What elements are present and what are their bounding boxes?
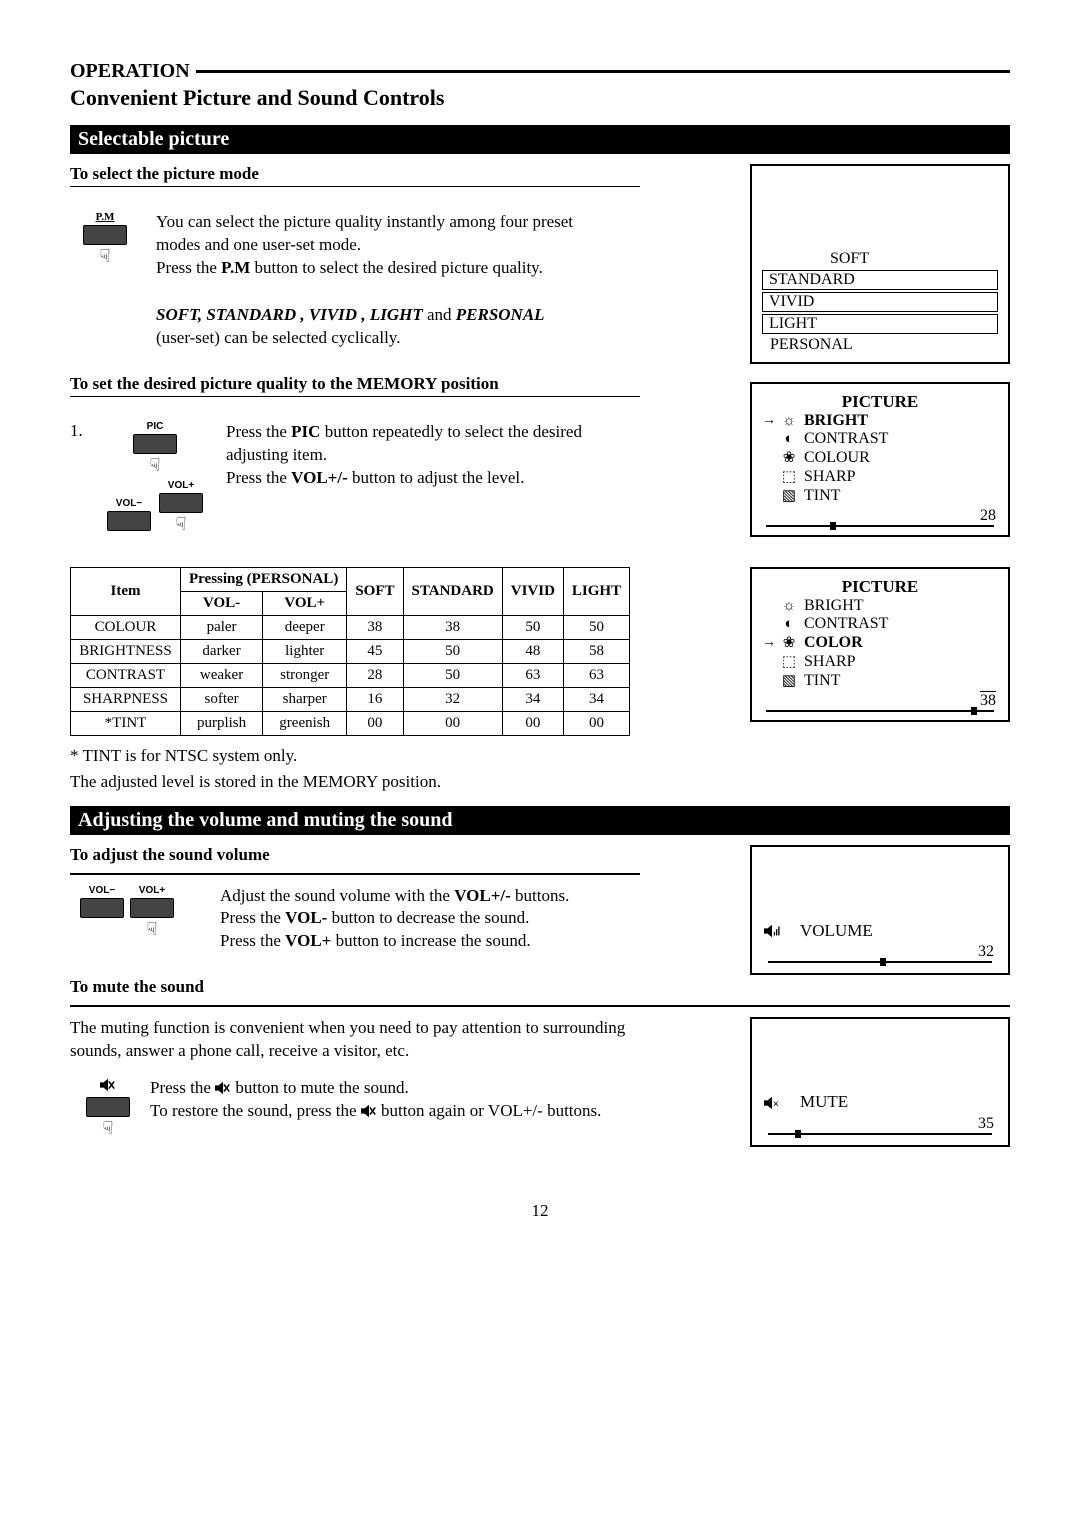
table-row: SHARPNESSsoftersharper16323434	[71, 688, 630, 712]
osd-mode-light: LIGHT	[762, 314, 998, 334]
subhead-mute: To mute the sound	[70, 977, 730, 997]
pic-step-desc1: Press the PIC button repeatedly to selec…	[226, 421, 626, 467]
header-rule	[196, 70, 1010, 73]
vol-minus-icon: VOL−	[80, 885, 124, 920]
pic-step-desc2: Press the VOL+/- button to adjust the le…	[226, 467, 626, 490]
pm-label: P.M	[80, 211, 130, 223]
vol-desc-2: Press the VOL- button to decrease the so…	[220, 907, 730, 930]
osd-mode-personal: PERSONAL	[762, 336, 998, 354]
osd-picture-bright: PICTURE →☼BRIGHT ◐CONTRAST ❀COLOUR ⬚SHAR…	[750, 382, 1010, 537]
page-number: 12	[70, 1201, 1010, 1221]
osd-mode-standard: STANDARD	[762, 270, 998, 290]
operation-label: OPERATION	[70, 60, 190, 83]
mute-desc: The muting function is convenient when y…	[70, 1017, 670, 1063]
subhead-adjust-volume: To adjust the sound volume	[70, 845, 730, 865]
tint-note: * TINT is for NTSC system only.	[70, 746, 1010, 766]
osd-mode-vivid: VIVID	[762, 292, 998, 312]
svg-text:×: ×	[773, 1098, 779, 1110]
vol-desc-3: Press the VOL+ button to increase the so…	[220, 930, 730, 953]
mute-button-icon: ☟	[80, 1077, 136, 1137]
table-row: CONTRASTweakerstronger28506363	[71, 664, 630, 688]
table-row: COLOURpalerdeeper38385050	[71, 616, 630, 640]
mute-press: Press the button to mute the sound.	[150, 1077, 601, 1100]
vol-desc-1: Adjust the sound volume with the VOL+/- …	[220, 885, 730, 908]
mute-restore: To restore the sound, press the button a…	[150, 1100, 601, 1123]
vol-plus-icon: VOL+ ☟	[130, 885, 174, 938]
pic-button-icon: PIC ☟	[90, 421, 220, 474]
osd-mode-list: SOFT STANDARD VIVID LIGHT PERSONAL	[750, 164, 1010, 364]
volume-icon	[764, 920, 794, 941]
modes-cycle-line2: (user-set) can be selected cyclically.	[156, 327, 636, 350]
pm-desc-1: You can select the picture quality insta…	[156, 211, 586, 257]
subhead-select-picture-mode: To select the picture mode	[70, 164, 640, 187]
mute-icon	[215, 1081, 231, 1095]
memory-note: The adjusted level is stored in the MEMO…	[70, 772, 1010, 792]
mute-osd-icon: ×	[764, 1092, 794, 1113]
osd-volume: VOLUME 32	[750, 845, 1010, 975]
osd-picture-color: PICTURE ☼BRIGHT ◐CONTRAST →❀COLOR ⬚SHARP…	[750, 567, 1010, 722]
page-subtitle: Convenient Picture and Sound Controls	[70, 85, 1010, 111]
section-volume-mute: Adjusting the volume and muting the soun…	[70, 806, 1010, 835]
section-selectable-picture: Selectable picture	[70, 125, 1010, 154]
vol-minus-icon: VOL−	[107, 498, 151, 533]
step-1: 1.	[70, 421, 90, 533]
osd-mode-soft: SOFT	[822, 250, 998, 268]
modes-cycle-line: SOFT, STANDARD , VIVID , LIGHT and PERSO…	[156, 304, 636, 327]
vol-plus-icon: VOL+ ☟	[159, 480, 203, 533]
operation-header: OPERATION	[70, 60, 1010, 83]
osd-mute: × MUTE 35	[750, 1017, 1010, 1147]
subhead-memory: To set the desired picture quality to th…	[70, 374, 640, 397]
picture-settings-table: Item Pressing (PERSONAL) SOFT STANDARD V…	[70, 567, 630, 736]
pm-button-icon: P.M ☟	[80, 211, 130, 280]
hand-icon: ☟	[100, 246, 111, 266]
table-row: *TINTpurplishgreenish00000000	[71, 712, 630, 736]
mute-icon	[361, 1104, 377, 1118]
table-row: BRIGHTNESSdarkerlighter45504858	[71, 640, 630, 664]
pm-desc-2: Press the P.M button to select the desir…	[156, 257, 616, 280]
